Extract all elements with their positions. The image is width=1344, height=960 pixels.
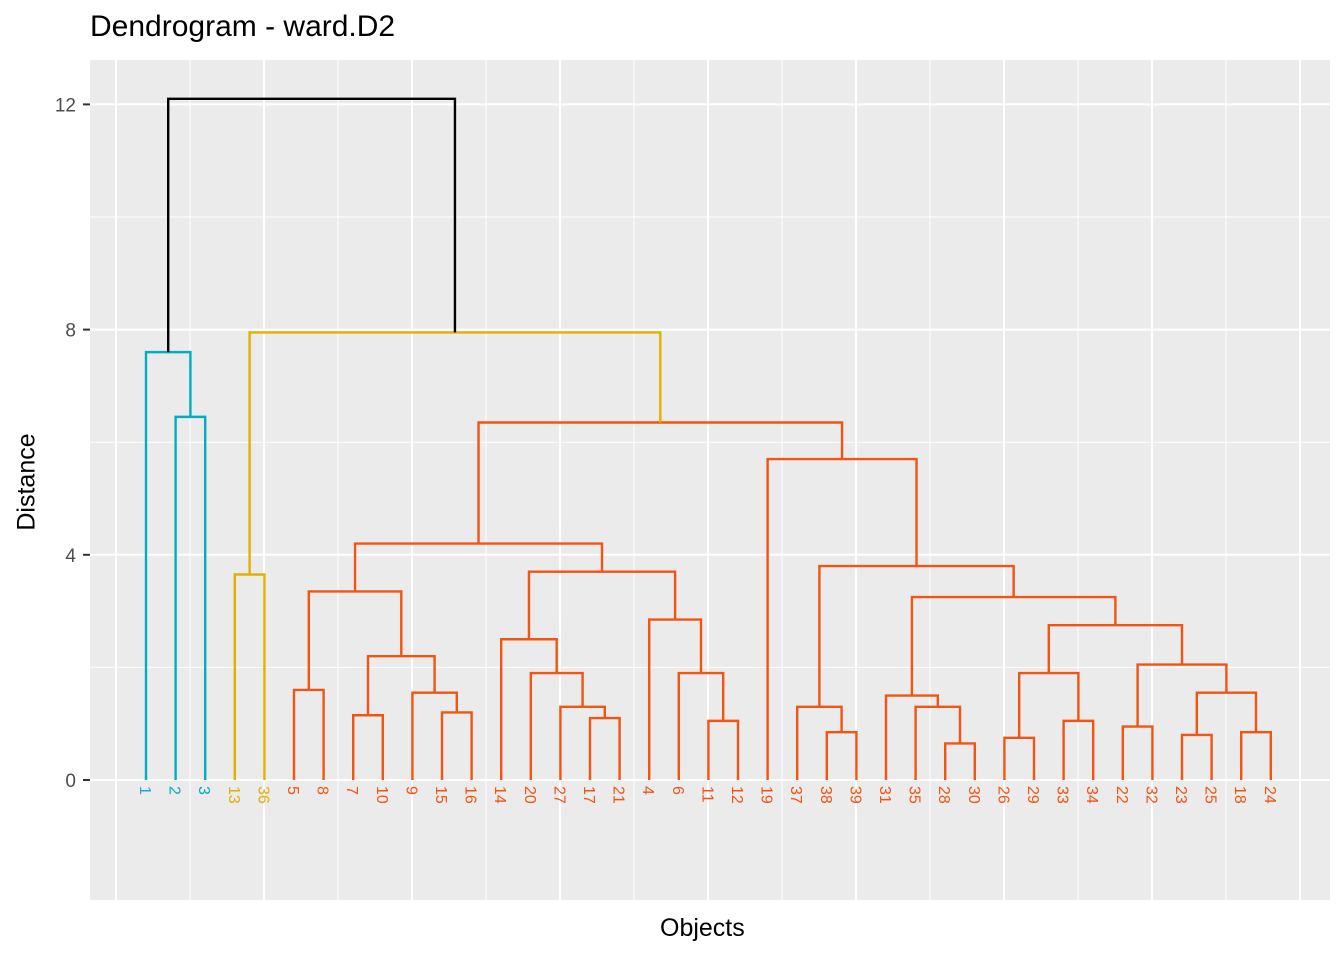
leaf-label: 24 xyxy=(1261,786,1278,804)
leaf-label: 38 xyxy=(817,786,834,804)
leaf-label: 18 xyxy=(1231,786,1248,804)
dendrogram-links xyxy=(144,97,1272,780)
grid-minor xyxy=(90,60,1330,900)
leaf-label: 10 xyxy=(373,786,390,804)
chart-title: Dendrogram - ward.D2 xyxy=(90,10,396,43)
leaf-label: 27 xyxy=(550,786,567,804)
leaf-label: 5 xyxy=(284,786,301,795)
leaf-label: 12 xyxy=(728,786,745,804)
leaf-label: 11 xyxy=(698,786,715,803)
leaf-label: 29 xyxy=(1024,786,1041,804)
plot-panel xyxy=(90,60,1330,900)
y-tick-label: 12 xyxy=(55,95,76,116)
dendrogram-link xyxy=(167,97,457,353)
leaf-label: 6 xyxy=(669,786,686,795)
leaf-label: 37 xyxy=(787,786,804,804)
leaf-label: 20 xyxy=(521,786,538,804)
leaf-label: 30 xyxy=(965,786,982,804)
y-tick-label: 8 xyxy=(65,321,76,342)
y-tick-label: 4 xyxy=(65,546,76,567)
leaf-label: 35 xyxy=(906,786,923,804)
y-axis-label: Distance xyxy=(12,433,41,531)
leaf-label: 26 xyxy=(994,786,1011,804)
leaf-label: 25 xyxy=(1202,786,1219,804)
leaf-label: 28 xyxy=(935,786,952,804)
leaf-label: 16 xyxy=(462,786,479,804)
leaf-label: 22 xyxy=(1113,786,1130,804)
leaf-label: 8 xyxy=(314,786,331,795)
leaf-label: 39 xyxy=(846,786,863,804)
leaf-label: 1 xyxy=(136,786,153,795)
leaf-label: 7 xyxy=(343,786,360,795)
y-tick-label: 0 xyxy=(65,771,76,792)
leaf-label: 19 xyxy=(758,786,775,804)
y-axis: 0 4 8 12 xyxy=(55,95,90,792)
leaf-label: 31 xyxy=(876,786,893,804)
leaf-label: 32 xyxy=(1142,786,1159,804)
leaf-label: 2 xyxy=(166,786,183,795)
leaf-label: 3 xyxy=(195,786,212,795)
leaf-label: 34 xyxy=(1083,786,1100,804)
leaf-label: 36 xyxy=(254,786,271,804)
leaf-label: 15 xyxy=(432,786,449,804)
leaf-label: 9 xyxy=(402,786,419,795)
leaf-labels: 1 2 3 13 36 5 8 7 10 9 15 16 14 20 27 17 21 4 6 11 12 19 37 38 3… xyxy=(136,786,1278,804)
leaf-label: 14 xyxy=(491,786,508,804)
leaf-label: 33 xyxy=(1054,786,1071,804)
leaf-label: 23 xyxy=(1172,786,1189,804)
x-axis-label: Objects xyxy=(660,914,745,942)
leaf-label: 21 xyxy=(610,786,627,804)
leaf-label: 4 xyxy=(639,786,656,795)
leaf-label: 13 xyxy=(225,786,242,804)
leaf-label: 17 xyxy=(580,786,597,804)
